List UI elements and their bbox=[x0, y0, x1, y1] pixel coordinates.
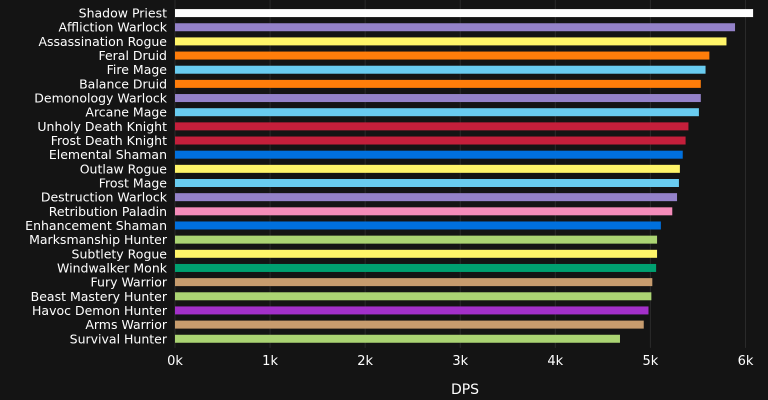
x-tick-label: 3k bbox=[452, 354, 468, 369]
category-label: Assassination Rogue bbox=[38, 34, 167, 49]
category-label: Retribution Paladin bbox=[49, 204, 167, 219]
bar bbox=[175, 193, 678, 202]
category-label: Elemental Shaman bbox=[49, 147, 167, 162]
bar bbox=[175, 306, 649, 315]
x-tick-labels: 0k 1k 2k 3k 4k 5k 6k bbox=[167, 354, 754, 369]
category-label: Outlaw Rogue bbox=[80, 161, 168, 176]
bar bbox=[175, 23, 736, 32]
x-tick-label: 6k bbox=[738, 354, 754, 369]
x-tick-label: 5k bbox=[643, 354, 659, 369]
category-label: Frost Mage bbox=[99, 176, 168, 191]
bar bbox=[175, 79, 701, 88]
bar bbox=[175, 94, 701, 103]
category-label: Beast Mastery Hunter bbox=[31, 289, 168, 304]
category-label: Shadow Priest bbox=[79, 6, 167, 21]
bar bbox=[175, 221, 661, 230]
x-axis-title: DPS bbox=[451, 382, 479, 398]
category-label: Survival Hunter bbox=[70, 331, 168, 346]
bar bbox=[175, 263, 657, 272]
bar bbox=[175, 179, 679, 187]
category-label: Marksmanship Hunter bbox=[29, 232, 168, 247]
category-label: Arcane Mage bbox=[85, 105, 167, 120]
category-label: Subtlety Rogue bbox=[72, 246, 168, 261]
bar bbox=[175, 51, 710, 60]
bar bbox=[175, 207, 673, 216]
category-label: Feral Druid bbox=[98, 48, 167, 63]
category-label: Affliction Warlock bbox=[59, 20, 168, 35]
bar bbox=[175, 235, 658, 244]
x-tick-label: 0k bbox=[167, 354, 183, 369]
bar bbox=[175, 334, 620, 343]
category-label: Havoc Demon Hunter bbox=[32, 303, 168, 318]
bar bbox=[175, 37, 727, 46]
bar bbox=[175, 249, 658, 258]
bars bbox=[175, 9, 754, 343]
bar bbox=[175, 164, 680, 173]
bar bbox=[175, 136, 686, 145]
category-label: Unholy Death Knight bbox=[37, 119, 167, 134]
bar bbox=[175, 150, 683, 159]
category-label: Destruction Warlock bbox=[41, 190, 168, 205]
category-label: Frost Death Knight bbox=[51, 133, 167, 148]
category-label: Arms Warrior bbox=[85, 317, 168, 332]
bar bbox=[175, 292, 652, 301]
category-label: Fire Mage bbox=[107, 62, 168, 77]
category-label: Demonology Warlock bbox=[34, 91, 167, 106]
x-tick-label: 1k bbox=[262, 354, 278, 369]
bar bbox=[175, 320, 644, 329]
bar bbox=[175, 65, 706, 74]
category-label: Balance Druid bbox=[79, 76, 167, 91]
category-label: Enhancement Shaman bbox=[25, 218, 167, 233]
bar bbox=[175, 9, 754, 18]
bar bbox=[175, 108, 699, 117]
bar bbox=[175, 278, 653, 287]
x-tick-label: 2k bbox=[357, 354, 373, 369]
category-label: Windwalker Monk bbox=[57, 260, 168, 275]
bar bbox=[175, 122, 689, 131]
x-tick-label: 4k bbox=[547, 354, 563, 369]
category-label: Fury Warrior bbox=[91, 275, 168, 290]
